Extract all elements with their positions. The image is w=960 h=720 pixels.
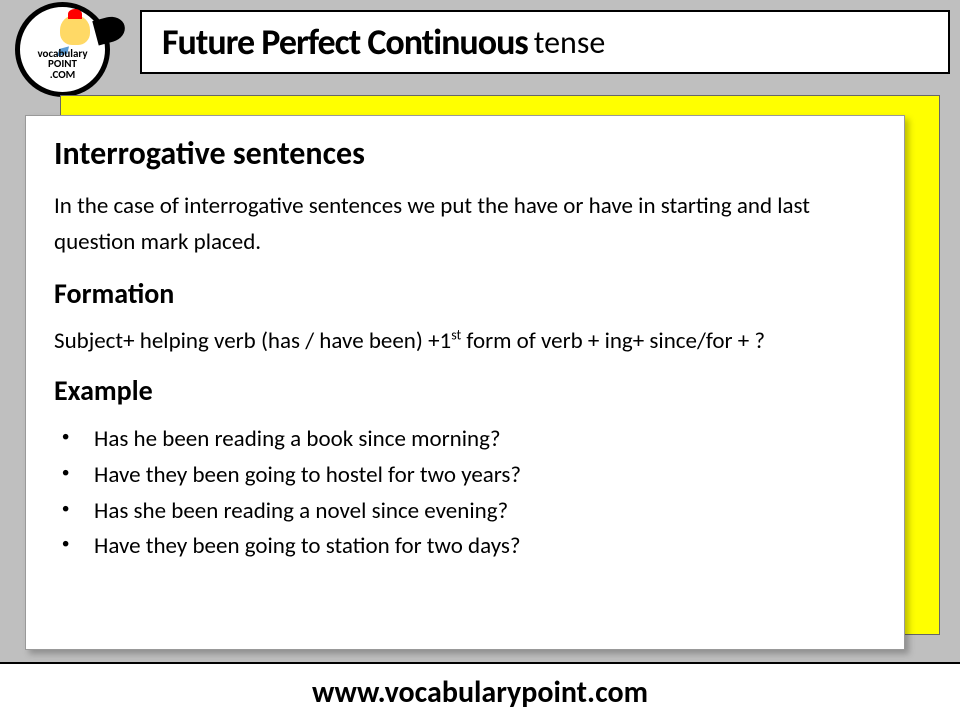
footer-url: www.vocabularypoint.com bbox=[312, 674, 648, 711]
page-footer: www.vocabularypoint.com bbox=[0, 662, 960, 720]
list-item: Has he been reading a book since morning… bbox=[62, 422, 876, 458]
page-header: Future Perfect Continuous tense bbox=[140, 10, 950, 74]
logo-text: vocabulary POINT .COM bbox=[37, 49, 87, 80]
section-heading-interrogative: Interrogative sentences bbox=[54, 134, 876, 173]
section-heading-formation: Formation bbox=[54, 276, 876, 311]
section-heading-example: Example bbox=[54, 373, 876, 408]
intro-text: In the case of interrogative sentences w… bbox=[54, 189, 876, 260]
list-item: Has she been reading a novel since eveni… bbox=[62, 494, 876, 530]
formation-formula: Subject+ helping verb (has / have been) … bbox=[54, 325, 876, 357]
header-suffix: tense bbox=[534, 23, 606, 62]
example-list: Has he been reading a book since morning… bbox=[54, 422, 876, 565]
content-panel: Interrogative sentences In the case of i… bbox=[25, 115, 905, 650]
list-item: Have they been going to hostel for two y… bbox=[62, 458, 876, 494]
site-logo: ▰ vocabulary POINT .COM bbox=[15, 2, 135, 97]
header-title: Future Perfect Continuous bbox=[162, 20, 528, 64]
list-item: Have they been going to station for two … bbox=[62, 529, 876, 565]
